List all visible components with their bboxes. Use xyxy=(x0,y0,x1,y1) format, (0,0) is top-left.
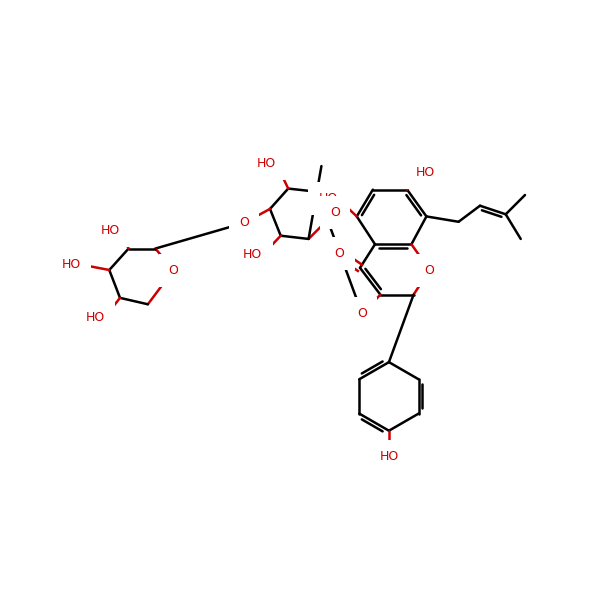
Text: HO: HO xyxy=(86,311,105,323)
Text: O: O xyxy=(331,206,340,218)
Text: HO: HO xyxy=(318,192,337,205)
Text: O: O xyxy=(425,263,434,277)
Text: HO: HO xyxy=(62,258,82,271)
Text: O: O xyxy=(357,307,367,320)
Text: HO: HO xyxy=(243,248,263,262)
Text: O: O xyxy=(239,217,249,229)
Text: HO: HO xyxy=(379,450,398,463)
Text: O: O xyxy=(169,263,179,277)
Text: HO: HO xyxy=(101,224,120,237)
Text: O: O xyxy=(335,247,344,260)
Text: HO: HO xyxy=(416,166,435,179)
Text: HO: HO xyxy=(257,157,277,170)
